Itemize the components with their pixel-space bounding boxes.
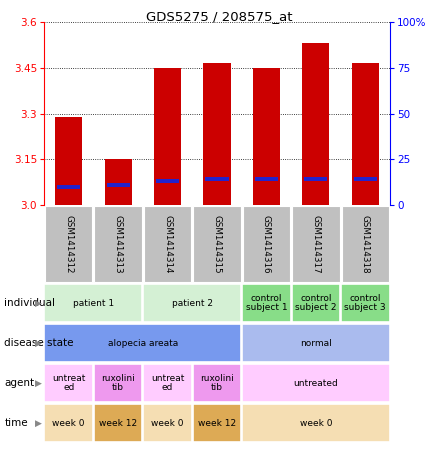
Bar xyxy=(242,364,389,402)
Text: week 0: week 0 xyxy=(53,419,85,428)
Text: week 12: week 12 xyxy=(198,419,236,428)
Text: GSM1414318: GSM1414318 xyxy=(361,215,370,273)
Bar xyxy=(302,43,329,205)
Text: ▶: ▶ xyxy=(35,338,42,347)
Text: GSM1414315: GSM1414315 xyxy=(212,215,222,273)
Bar xyxy=(45,206,92,282)
Bar xyxy=(55,116,82,205)
Text: untreat
ed: untreat ed xyxy=(151,374,184,392)
Bar xyxy=(354,177,377,181)
Bar xyxy=(94,404,142,442)
Bar xyxy=(242,324,389,362)
Text: ▶: ▶ xyxy=(35,299,42,308)
Bar xyxy=(143,404,192,442)
Bar xyxy=(45,364,93,402)
Bar xyxy=(57,185,80,189)
Bar xyxy=(205,177,229,181)
Bar xyxy=(292,206,339,282)
Text: week 12: week 12 xyxy=(99,419,137,428)
Bar xyxy=(255,177,278,181)
Bar xyxy=(45,324,241,362)
Text: normal: normal xyxy=(300,338,332,347)
Bar xyxy=(342,206,389,282)
Text: week 0: week 0 xyxy=(151,419,184,428)
Bar xyxy=(292,284,340,322)
Bar xyxy=(105,159,132,205)
Text: patient 2: patient 2 xyxy=(172,299,213,308)
Text: untreated: untreated xyxy=(293,379,338,387)
Bar xyxy=(242,404,389,442)
Text: control
subject 2: control subject 2 xyxy=(295,294,337,313)
Text: GSM1414317: GSM1414317 xyxy=(311,215,320,273)
Text: agent: agent xyxy=(4,378,35,388)
Bar xyxy=(193,206,241,282)
Text: GDS5275 / 208575_at: GDS5275 / 208575_at xyxy=(146,10,292,23)
Text: alopecia areata: alopecia areata xyxy=(108,338,178,347)
Text: untreat
ed: untreat ed xyxy=(52,374,85,392)
Bar xyxy=(243,206,290,282)
Bar xyxy=(193,404,241,442)
Bar xyxy=(45,284,142,322)
Text: individual: individual xyxy=(4,298,55,308)
Text: ruxolini
tib: ruxolini tib xyxy=(200,374,234,392)
Text: control
subject 3: control subject 3 xyxy=(344,294,386,313)
Text: ▶: ▶ xyxy=(35,379,42,387)
Text: patient 1: patient 1 xyxy=(73,299,114,308)
Bar xyxy=(94,364,142,402)
Bar xyxy=(203,63,230,205)
Bar xyxy=(154,68,181,205)
Bar xyxy=(352,63,379,205)
Text: ▶: ▶ xyxy=(35,419,42,428)
Text: GSM1414313: GSM1414313 xyxy=(113,215,123,273)
Bar xyxy=(242,284,291,322)
Text: ruxolini
tib: ruxolini tib xyxy=(101,374,135,392)
Bar xyxy=(95,206,142,282)
Bar xyxy=(193,364,241,402)
Bar xyxy=(304,177,328,181)
Bar xyxy=(143,364,192,402)
Text: GSM1414316: GSM1414316 xyxy=(262,215,271,273)
Text: GSM1414312: GSM1414312 xyxy=(64,215,73,273)
Text: week 0: week 0 xyxy=(300,419,332,428)
Bar xyxy=(143,284,241,322)
Text: time: time xyxy=(4,418,28,428)
Bar xyxy=(106,183,130,187)
Text: GSM1414314: GSM1414314 xyxy=(163,215,172,273)
Bar xyxy=(144,206,191,282)
Bar xyxy=(341,284,389,322)
Bar xyxy=(45,404,93,442)
Text: disease state: disease state xyxy=(4,338,74,348)
Bar xyxy=(156,178,179,183)
Text: control
subject 1: control subject 1 xyxy=(246,294,287,313)
Bar xyxy=(253,68,280,205)
